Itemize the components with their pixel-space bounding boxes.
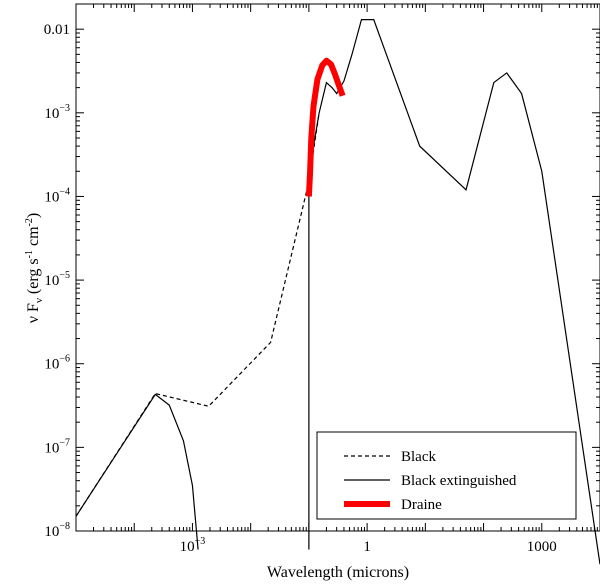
x-axis-label: Wavelength (microns) [267,564,409,581]
y-tick-label: 10−7 [44,437,70,456]
y-tick-label: 0.01 [44,22,70,38]
tick-labels: 10−3 1 1000 0.01 10−3 10−4 10−5 10−6 10−7 10−8 [44,22,557,555]
ticks-layer [75,3,600,532]
series-layer [75,19,600,565]
y-tick-label: 10−3 [44,103,70,122]
y-tick-label: 10−8 [44,521,70,540]
series-line-black-extinguished [308,19,600,565]
x-tick-label: 1 [363,539,371,555]
legend-label-black-extinguished: Black extinguished [401,473,517,489]
y-tick-label: 10−5 [44,270,70,289]
y-tick-label: 10−6 [44,354,70,373]
plot-frame [75,3,600,532]
series-line-black [75,112,320,517]
legend-label-black: Black [401,449,436,465]
x-tick-label: 1000 [527,539,557,555]
legend: Black Black extinguished Draine [316,431,577,520]
x-tick-label: 10−3 [180,536,206,555]
y-tick-label: 10−4 [44,186,70,205]
y-axis-label: ν Fν (erg s-1 cm-2) [24,213,45,323]
series-line-black-extinguished [75,393,199,550]
series-line-draine [305,57,346,197]
legend-label-draine: Draine [401,497,442,513]
